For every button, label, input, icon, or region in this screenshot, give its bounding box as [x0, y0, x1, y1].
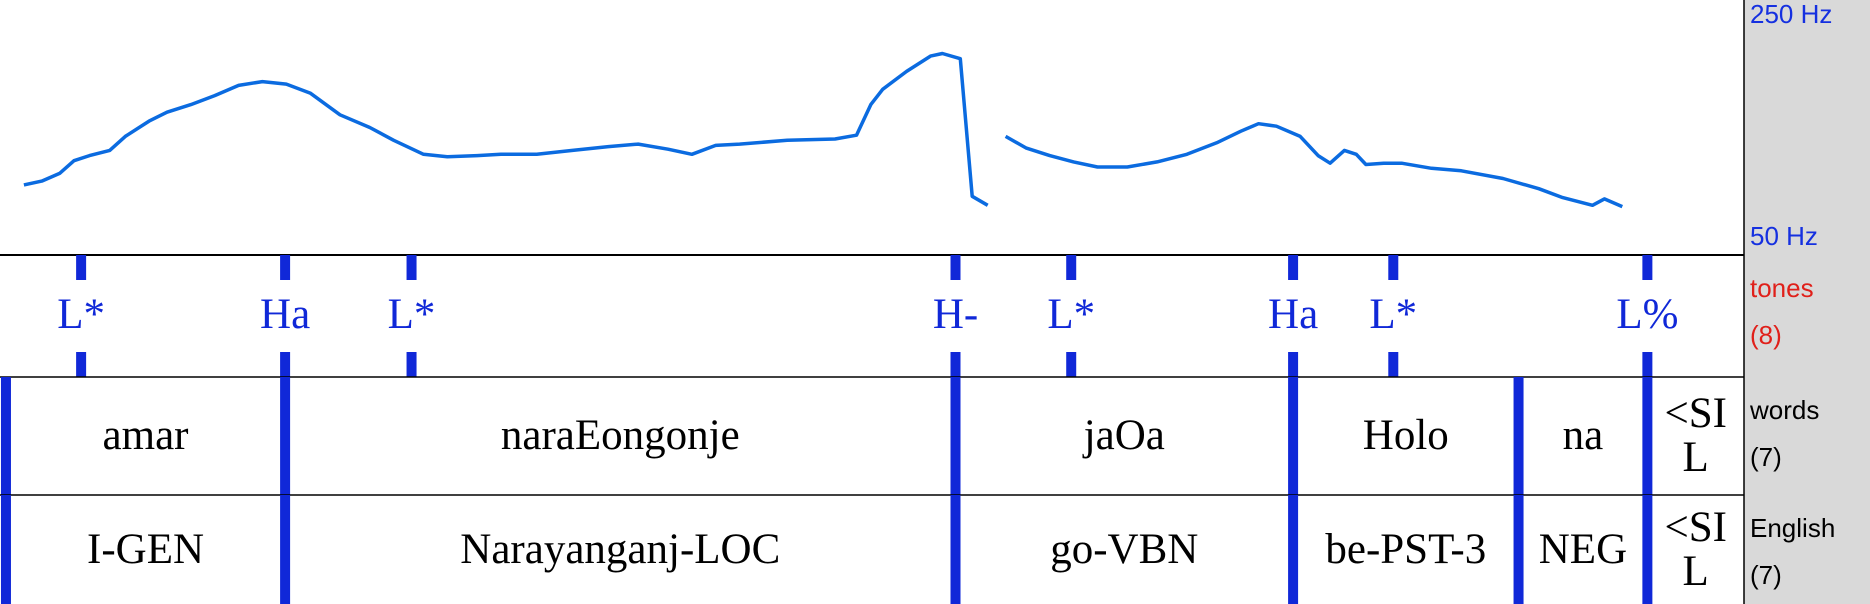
tier-count: (8)	[1750, 320, 1782, 350]
point-label: Ha	[260, 291, 310, 338]
point-label: L*	[388, 291, 436, 338]
interval: <SIL	[1664, 503, 1727, 595]
point-tick	[76, 352, 87, 377]
interval-label: naraEongonje	[500, 412, 740, 459]
boundary	[950, 495, 961, 604]
interval-label: na	[1562, 412, 1604, 459]
tier-count: (7)	[1750, 442, 1782, 472]
boundary	[1288, 377, 1299, 495]
boundary	[1513, 377, 1524, 495]
boundary	[0, 377, 11, 495]
point-tick	[1288, 352, 1299, 377]
point-tick	[950, 352, 961, 377]
interval: go-VBN	[1050, 525, 1199, 573]
interval-label: NEG	[1538, 525, 1628, 573]
point-tick	[406, 352, 417, 377]
tier-name: English	[1750, 513, 1835, 543]
interval-label: go-VBN	[1050, 525, 1199, 573]
interval: Narayanganj-LOC	[460, 525, 781, 573]
point-tick	[1642, 255, 1653, 280]
interval: <SIL	[1664, 390, 1727, 481]
point-label: L*	[1047, 291, 1095, 338]
point-tick	[406, 255, 417, 280]
interval-label: I-GEN	[87, 525, 205, 573]
interval-label: amar	[102, 412, 189, 459]
point-tick	[1388, 352, 1399, 377]
point-tick	[950, 255, 961, 280]
boundary	[950, 377, 961, 495]
interval-label: Holo	[1362, 412, 1449, 459]
point-label: L%	[1616, 291, 1678, 338]
point-label: L*	[1369, 291, 1417, 338]
interval-label: jaOa	[1083, 412, 1165, 459]
pitch-line	[1004, 121, 1623, 209]
pitch-line	[23, 51, 989, 207]
boundary	[1288, 495, 1299, 604]
interval-label: <SIL	[1664, 390, 1727, 481]
point-tick	[280, 352, 291, 377]
interval: I-GEN	[87, 525, 205, 573]
boundary	[0, 495, 11, 604]
point-label: H-	[933, 291, 978, 338]
boundary	[280, 377, 291, 495]
y-tick-label: 250 Hz	[1750, 0, 1832, 29]
interval: jaOa	[1083, 412, 1165, 459]
side-panel	[1744, 0, 1870, 604]
point-tick	[1066, 352, 1077, 377]
y-tick-label: 50 Hz	[1750, 221, 1818, 251]
interval: na	[1562, 412, 1604, 459]
point-tick	[76, 255, 87, 280]
boundary	[1513, 495, 1524, 604]
point-label: L*	[57, 291, 105, 338]
point-tick	[1388, 255, 1399, 280]
interval-label: <SIL	[1664, 503, 1727, 595]
interval: naraEongonje	[500, 412, 740, 459]
interval: NEG	[1538, 525, 1628, 573]
tier-name: tones	[1750, 273, 1814, 303]
tier-name: words	[1749, 395, 1819, 425]
boundary	[280, 495, 291, 604]
point-tick	[1288, 255, 1299, 280]
tier-count: (7)	[1750, 560, 1782, 590]
boundary	[1642, 495, 1653, 604]
point-tick	[280, 255, 291, 280]
interval-label: Narayanganj-LOC	[460, 525, 781, 573]
point-tick	[1066, 255, 1077, 280]
point-label: Ha	[1268, 291, 1318, 338]
interval: Holo	[1362, 412, 1449, 459]
interval-label: be-PST-3	[1325, 525, 1487, 573]
point-tick	[1642, 352, 1653, 377]
interval: be-PST-3	[1325, 525, 1487, 573]
interval: amar	[102, 412, 189, 459]
boundary	[1642, 377, 1653, 495]
